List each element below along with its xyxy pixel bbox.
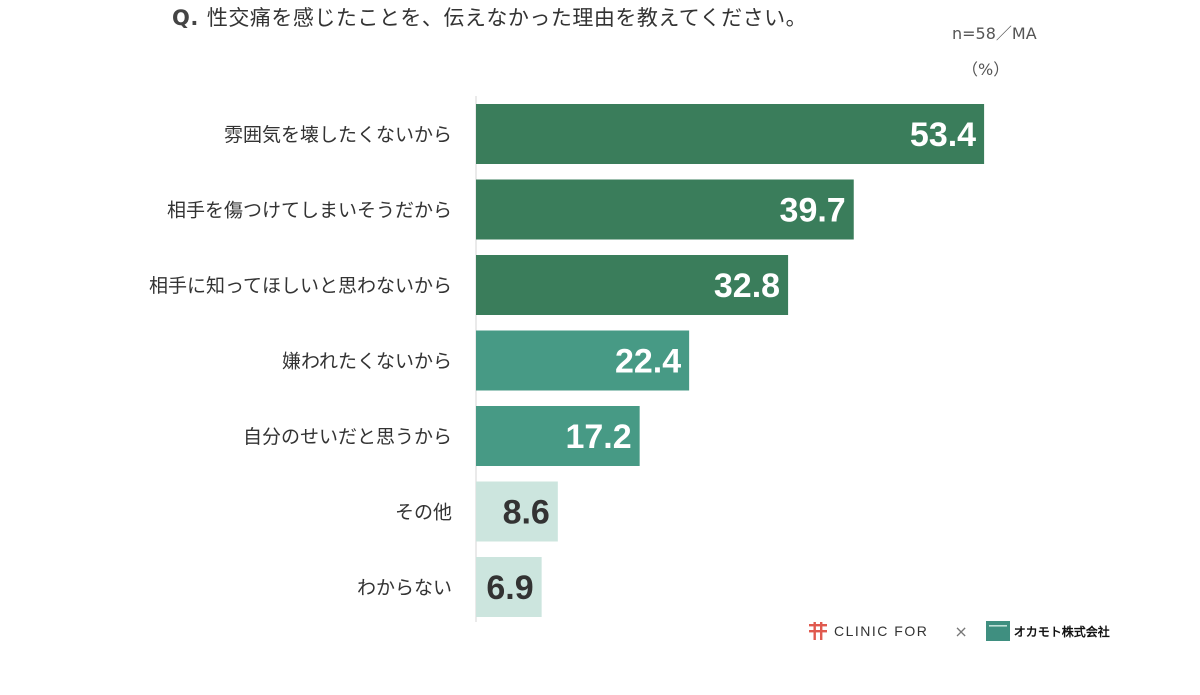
logo-footer: CLINIC FOR × オカモト株式会社	[808, 618, 1110, 644]
category-label: 相手を傷つけてしまいそうだから	[167, 200, 452, 222]
category-label: わからない	[357, 577, 452, 599]
category-label: 自分のせいだと思うから	[243, 426, 452, 448]
value-label: 39.7	[780, 192, 846, 230]
category-label: その他	[395, 502, 452, 524]
question-prefix: Q.	[172, 6, 199, 30]
okamoto-logo-text: オカモト株式会社	[1013, 624, 1110, 639]
value-label: 8.6	[503, 494, 550, 532]
value-label: 53.4	[910, 116, 976, 154]
bar	[476, 481, 558, 542]
value-label: 32.8	[714, 267, 780, 305]
value-label: 17.2	[565, 418, 631, 456]
unit-note: （%）	[962, 60, 1010, 79]
value-label: 22.4	[615, 343, 681, 381]
bar	[476, 406, 640, 466]
category-label: 相手に知ってほしいと思わないから	[149, 275, 452, 297]
value-label: 6.9	[486, 569, 533, 607]
bar	[476, 179, 854, 240]
collaboration-times: ×	[954, 621, 968, 641]
clinic-for-logo-text: CLINIC FOR	[834, 623, 929, 639]
bar	[476, 557, 542, 617]
bar	[476, 104, 985, 164]
chart-title: Q. 性交痛を感じたことを、伝えなかった理由を教えてください。	[172, 2, 807, 32]
bar	[476, 330, 690, 391]
question-text: 性交痛を感じたことを、伝えなかった理由を教えてください。	[206, 6, 808, 30]
sample-note: n=58／MA	[952, 24, 1037, 43]
clinic-for-logo-icon	[809, 622, 827, 640]
category-label: 嫌われたくないから	[282, 351, 452, 373]
category-label: 雰囲気を壊したくないから	[224, 124, 452, 146]
bar	[476, 255, 789, 315]
okamoto-logo-icon	[985, 621, 1010, 641]
